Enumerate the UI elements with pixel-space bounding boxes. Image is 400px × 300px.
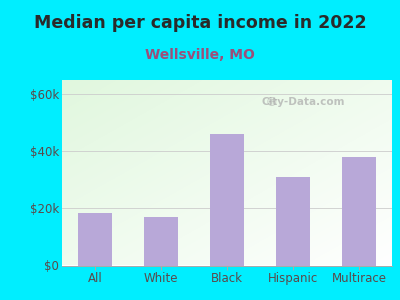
Bar (78, 213, 112, 266)
Text: City-Data.com: City-Data.com (261, 97, 345, 107)
Bar (144, 217, 178, 266)
Text: ⊕: ⊕ (266, 95, 277, 109)
Text: Median per capita income in 2022: Median per capita income in 2022 (34, 14, 366, 32)
Text: Wellsville, MO: Wellsville, MO (145, 48, 255, 62)
Bar (276, 177, 310, 266)
Bar (342, 157, 376, 266)
Bar (210, 134, 244, 266)
